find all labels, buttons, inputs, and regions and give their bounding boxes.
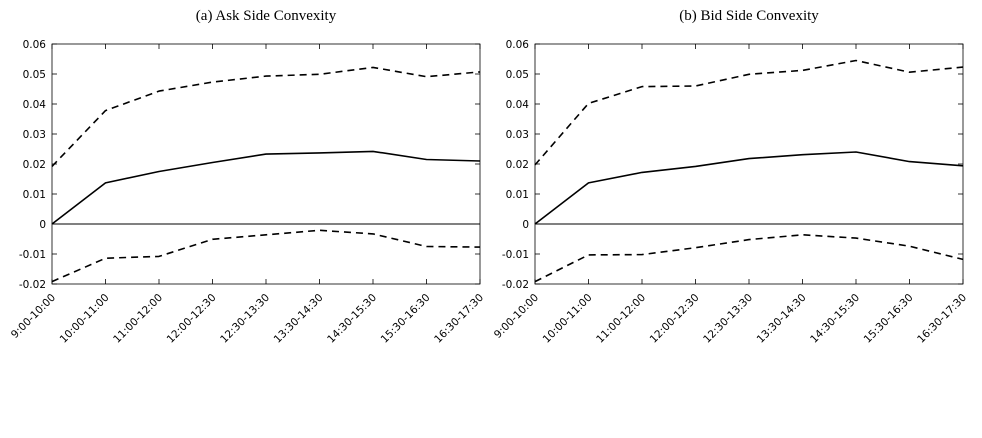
x-tick-label: 10:00-11:00 xyxy=(58,292,112,346)
x-tick-label: 11:00-12:00 xyxy=(594,292,648,346)
series-line-estimate xyxy=(52,151,480,224)
y-tick-label: 0.03 xyxy=(506,129,529,141)
y-tick-label: -0.01 xyxy=(502,249,529,261)
y-tick-label: 0.04 xyxy=(23,99,47,111)
x-tick-label: 16:30-17:30 xyxy=(432,292,486,346)
x-tick-label: 16:30-17:30 xyxy=(915,292,969,346)
x-tick-label: 12:00-12:30 xyxy=(648,292,702,346)
chart-panel-0: (a) Ask Side Convexity -0.02 -0.01 0 0.01 0.0… xyxy=(9,8,486,346)
chart-panel-1: (b) Bid Side Convexity -0.02 -0.01 0 0.01 0.0… xyxy=(492,8,969,346)
x-tick-label: 15:30-16:30 xyxy=(862,292,916,346)
y-tick-label: 0.05 xyxy=(23,69,46,81)
x-tick-label: 9:00-10:00 xyxy=(492,292,541,341)
series-line-estimate xyxy=(535,152,963,224)
y-tick-label: 0.02 xyxy=(23,159,46,171)
series-line-confidence-band-1 xyxy=(535,61,963,165)
y-tick-label: 0.01 xyxy=(23,189,46,201)
y-tick-label: -0.02 xyxy=(19,279,46,291)
x-tick-label: 10:00-11:00 xyxy=(541,292,595,346)
x-tick-label: 9:00-10:00 xyxy=(9,292,58,341)
series-line-confidence-band-2 xyxy=(535,235,963,282)
y-tick-label: 0.01 xyxy=(506,189,529,201)
x-tick-label: 13:30-14:30 xyxy=(755,292,809,346)
x-tick-label: 12:00-12:30 xyxy=(165,292,219,346)
chart-title: (b) Bid Side Convexity xyxy=(679,8,819,24)
series-line-confidence-band-2 xyxy=(52,230,480,281)
y-tick-label: 0.06 xyxy=(506,39,530,51)
x-tick-label: 14:30-15:30 xyxy=(808,292,862,346)
x-tick-label: 12:30-13:30 xyxy=(701,292,755,346)
y-tick-label: 0.05 xyxy=(506,69,529,81)
x-tick-label: 14:30-15:30 xyxy=(325,292,379,346)
x-tick-label: 12:30-13:30 xyxy=(218,292,272,346)
y-tick-label: 0.03 xyxy=(23,129,46,141)
x-tick-label: 15:30-16:30 xyxy=(379,292,433,346)
plot-frame xyxy=(535,44,963,284)
y-tick-label: 0 xyxy=(522,219,529,231)
y-tick-label: 0.06 xyxy=(23,39,47,51)
y-tick-label: 0.02 xyxy=(506,159,529,171)
plot-frame xyxy=(52,44,480,284)
y-tick-label: 0 xyxy=(39,219,46,231)
y-tick-label: -0.02 xyxy=(502,279,529,291)
x-tick-label: 11:00-12:00 xyxy=(111,292,165,346)
x-tick-label: 13:30-14:30 xyxy=(272,292,326,346)
y-tick-label: -0.01 xyxy=(19,249,46,261)
chart-title: (a) Ask Side Convexity xyxy=(196,8,337,24)
y-tick-label: 0.04 xyxy=(506,99,530,111)
series-line-confidence-band-1 xyxy=(52,67,480,166)
